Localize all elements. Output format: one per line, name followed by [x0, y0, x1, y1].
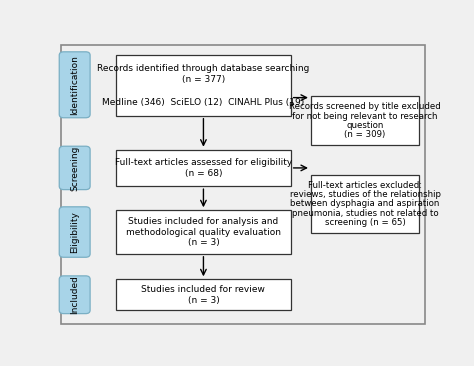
Text: Screening: Screening: [70, 145, 79, 191]
Text: (n = 377): (n = 377): [182, 75, 225, 84]
FancyBboxPatch shape: [116, 55, 291, 116]
Text: Studies included for review: Studies included for review: [142, 285, 265, 294]
Text: (n = 3): (n = 3): [188, 296, 219, 305]
Text: Eligibility: Eligibility: [70, 211, 79, 253]
FancyBboxPatch shape: [59, 207, 90, 257]
Text: (n = 68): (n = 68): [185, 169, 222, 178]
Text: Included: Included: [70, 275, 79, 314]
Text: Studies included for analysis and: Studies included for analysis and: [128, 217, 279, 226]
FancyBboxPatch shape: [116, 279, 291, 310]
Text: screening (n = 65): screening (n = 65): [325, 218, 405, 227]
Text: Records identified through database searching: Records identified through database sear…: [97, 64, 310, 73]
FancyBboxPatch shape: [59, 146, 90, 190]
Text: between dysphagia and aspiration: between dysphagia and aspiration: [291, 199, 440, 208]
Text: methodological quality evaluation: methodological quality evaluation: [126, 228, 281, 236]
FancyBboxPatch shape: [311, 96, 419, 145]
Text: (n = 3): (n = 3): [188, 238, 219, 247]
Text: question: question: [346, 121, 384, 130]
Text: Full-text articles assessed for eligibility: Full-text articles assessed for eligibil…: [115, 158, 292, 167]
FancyBboxPatch shape: [116, 210, 291, 254]
Text: pneumonia, studies not related to: pneumonia, studies not related to: [292, 209, 438, 218]
Text: reviews, studies of the relationship: reviews, studies of the relationship: [290, 190, 440, 199]
Text: Full-text articles excluded:: Full-text articles excluded:: [308, 181, 422, 190]
FancyBboxPatch shape: [116, 150, 291, 186]
FancyBboxPatch shape: [311, 175, 419, 233]
FancyBboxPatch shape: [59, 52, 90, 118]
Text: (n = 309): (n = 309): [345, 130, 386, 139]
FancyBboxPatch shape: [59, 276, 90, 314]
Text: Records screened by title excluded: Records screened by title excluded: [289, 102, 441, 111]
Text: Medline (346)  SciELO (12)  CINAHL Plus (19): Medline (346) SciELO (12) CINAHL Plus (1…: [102, 98, 305, 107]
Text: Identification: Identification: [70, 55, 79, 115]
Text: for not being relevant to research: for not being relevant to research: [292, 112, 438, 120]
